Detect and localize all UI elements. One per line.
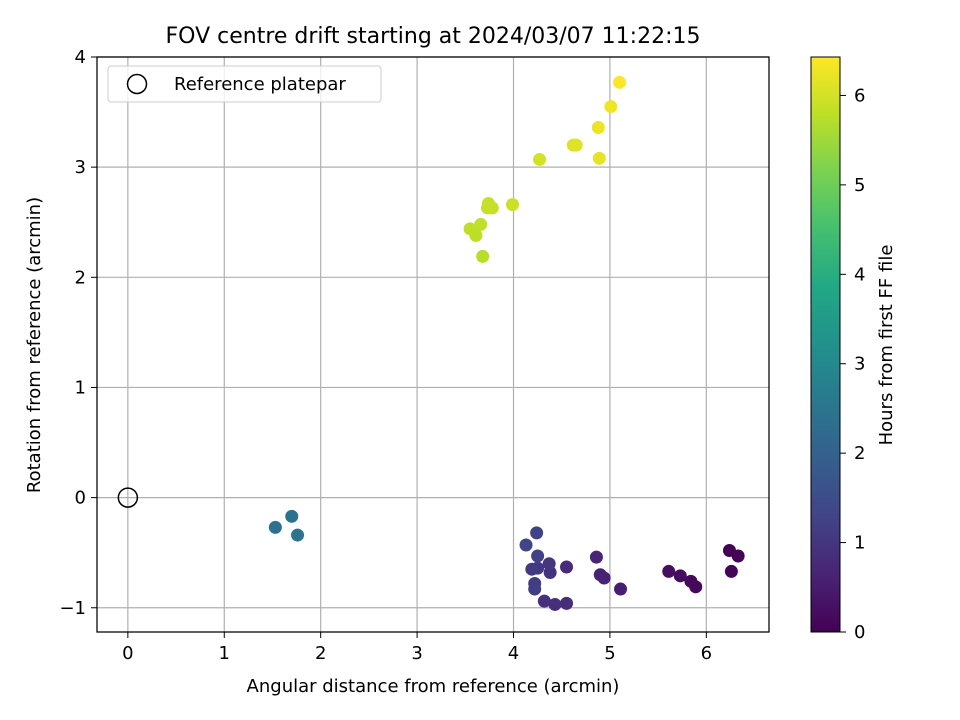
x-tick-label: 4 [508,643,519,664]
y-axis-ticks: −1 0 1 2 3 4 [59,47,97,619]
legend: Reference platepar [107,65,382,103]
drift-point [481,197,495,211]
x-axis-label: Angular distance from reference (arcmin) [247,676,620,697]
colorbar-tick-label: 4 [854,264,865,285]
y-tick-label: 2 [75,267,86,288]
reference-platepar-marker [117,487,139,508]
colorbar-tick-label: 0 [854,622,865,643]
colorbar-tick-label: 2 [854,443,865,464]
x-tick-label: 6 [701,643,712,664]
drift-point [591,120,605,134]
data-points [117,75,745,611]
legend-box [107,65,382,103]
drift-point [474,217,488,231]
legend-reference-marker [126,73,148,95]
y-tick-label: −1 [59,598,86,619]
plot-frame [96,56,770,633]
grid-lines [97,56,769,632]
drift-point [531,549,545,563]
colorbar-tick-label: 3 [854,354,865,375]
x-tick-label: 0 [122,643,133,664]
drift-point [613,75,627,89]
drift-point [268,520,282,534]
colorbar-ticks: 0 1 2 3 4 5 6 [840,85,865,643]
drift-point [463,222,477,236]
x-tick-label: 3 [411,643,422,664]
colorbar-tick-label: 6 [854,85,865,106]
drift-point [542,557,556,571]
drift-point [684,574,698,588]
x-axis-ticks: 0 1 2 3 4 5 6 [122,632,712,664]
drift-point [673,569,687,583]
x-tick-label: 2 [315,643,326,664]
drift-point [592,151,606,165]
x-tick-label: 1 [219,643,230,664]
y-tick-label: 1 [75,377,86,398]
colorbar: 0 1 2 3 4 5 6 Hours from first FF file [810,56,897,643]
drift-point [530,526,544,540]
drift-point [537,594,551,608]
y-tick-label: 0 [75,488,86,509]
drift-point [528,582,542,596]
drift-point [662,564,676,578]
chart-title: FOV centre drift starting at 2024/03/07 … [166,24,701,49]
drift-point [560,560,574,574]
colorbar-label: Hours from first FF file [876,245,897,446]
x-tick-label: 5 [604,643,615,664]
drift-point [285,509,299,523]
drift-point [724,564,738,578]
drift-point [548,597,562,611]
drift-point [506,198,520,212]
y-axis-label: Rotation from reference (arcmin) [24,197,45,493]
drift-point [476,249,490,263]
colorbar-tick-label: 5 [854,175,865,196]
drift-point [604,100,618,114]
drift-point [519,538,533,552]
drift-point [593,568,607,582]
y-tick-label: 3 [75,157,86,178]
drift-point [589,550,603,564]
drift-point [731,549,745,563]
drift-point [291,528,305,542]
drift-point [569,138,583,152]
drift-point [560,596,574,610]
colorbar-tick-label: 1 [854,533,865,554]
colorbar-gradient [810,56,841,633]
legend-reference-label: Reference platepar [174,74,346,95]
drift-point [614,582,628,596]
drift-point [525,562,539,576]
drift-point [533,152,547,166]
y-tick-label: 4 [75,47,86,68]
